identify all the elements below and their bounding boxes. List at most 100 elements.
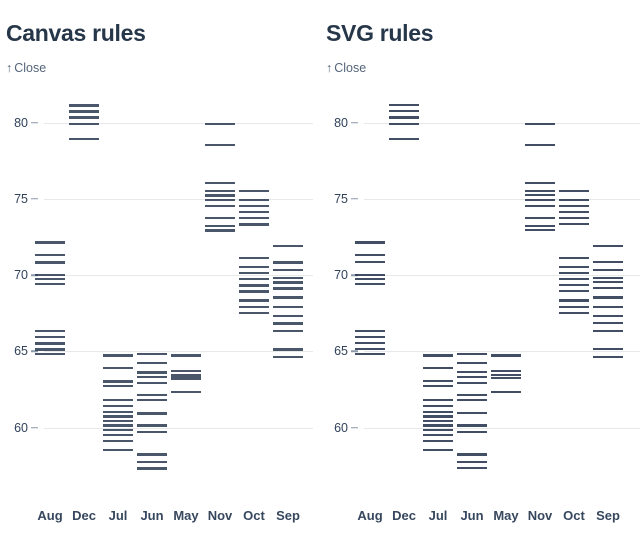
data-rule bbox=[137, 352, 167, 356]
data-rule bbox=[389, 104, 419, 107]
data-rule bbox=[525, 194, 555, 197]
data-rule bbox=[69, 110, 99, 113]
data-rule bbox=[559, 210, 589, 214]
x-axis-tick-label-may: May bbox=[493, 508, 519, 523]
data-rule bbox=[273, 329, 303, 333]
page-title-svg: SVG rules bbox=[326, 20, 434, 46]
data-rule bbox=[389, 116, 419, 119]
data-rule bbox=[137, 393, 167, 397]
data-rule bbox=[137, 430, 167, 433]
data-rule bbox=[593, 305, 623, 308]
gridline bbox=[44, 428, 313, 429]
panel-canvas-rules: Canvas rules ↑ Close 60 65 70 75 80 Aug Dec Jul J… bbox=[6, 20, 313, 523]
data-rule bbox=[355, 278, 385, 281]
data-rule bbox=[35, 342, 65, 345]
data-rule bbox=[137, 467, 167, 470]
y-axis-tick-label: 65 bbox=[334, 344, 348, 359]
data-rule bbox=[525, 181, 555, 185]
data-rule bbox=[35, 336, 65, 339]
data-rule bbox=[355, 329, 385, 333]
data-rule bbox=[389, 110, 419, 113]
x-axis-tick-label-dec: Dec bbox=[392, 508, 416, 523]
y-axis-tick-label: 70 bbox=[14, 268, 28, 283]
data-rule bbox=[205, 229, 235, 232]
data-rule bbox=[559, 271, 589, 275]
data-rule bbox=[525, 204, 555, 208]
gridline bbox=[44, 275, 313, 276]
data-rule bbox=[423, 380, 453, 383]
data-rule bbox=[355, 273, 385, 276]
data-rule bbox=[35, 241, 65, 244]
data-rule bbox=[525, 229, 555, 232]
data-rule bbox=[273, 281, 303, 284]
data-rule bbox=[239, 278, 269, 281]
data-rule bbox=[273, 276, 303, 279]
data-rule bbox=[103, 410, 133, 414]
x-axis-tick-label-sep: Sep bbox=[596, 508, 620, 523]
x-axis-tick-label-oct: Oct bbox=[243, 508, 265, 523]
data-rule bbox=[239, 223, 269, 226]
data-rule bbox=[559, 217, 589, 220]
data-rule bbox=[103, 433, 133, 437]
x-axis-tick-label-jul: Jul bbox=[108, 508, 128, 523]
data-rule bbox=[35, 253, 65, 257]
data-rule bbox=[423, 439, 453, 442]
data-rule bbox=[171, 369, 201, 372]
gridline bbox=[364, 275, 640, 276]
data-rule bbox=[355, 348, 385, 351]
data-rule bbox=[69, 116, 99, 119]
data-rule bbox=[137, 381, 167, 385]
data-rule bbox=[239, 204, 269, 208]
data-rule bbox=[355, 253, 385, 256]
data-rule bbox=[205, 194, 235, 197]
gridline bbox=[364, 351, 640, 352]
data-rule bbox=[457, 412, 487, 415]
data-rule bbox=[103, 380, 133, 383]
data-rule bbox=[239, 256, 269, 260]
data-rule bbox=[103, 366, 133, 369]
data-rule bbox=[559, 189, 589, 192]
data-rule bbox=[423, 410, 453, 413]
data-rule bbox=[491, 369, 521, 372]
y-axis-tick-mark bbox=[351, 426, 358, 429]
x-axis-tick-label-aug: Aug bbox=[37, 508, 63, 523]
y-axis-tick-mark bbox=[351, 350, 358, 353]
data-rule bbox=[593, 329, 623, 333]
data-rule bbox=[69, 137, 99, 141]
data-rule bbox=[491, 374, 521, 377]
data-rule bbox=[593, 281, 623, 284]
data-rule bbox=[137, 375, 167, 379]
data-rule bbox=[559, 290, 589, 293]
data-rule bbox=[239, 311, 269, 315]
data-rule bbox=[171, 354, 201, 357]
up-arrow-icon: ↑ bbox=[326, 61, 333, 75]
data-rule bbox=[273, 314, 303, 318]
data-rule bbox=[593, 355, 623, 359]
data-rule bbox=[239, 265, 269, 269]
data-rule bbox=[103, 354, 133, 357]
y-axis-tick-label: 65 bbox=[14, 344, 28, 359]
data-rule bbox=[559, 198, 589, 201]
data-rule bbox=[389, 122, 419, 125]
up-arrow-icon: ↑ bbox=[6, 61, 13, 75]
data-rule bbox=[35, 329, 65, 333]
data-rule bbox=[593, 244, 623, 247]
data-rule bbox=[35, 278, 65, 281]
gridline bbox=[44, 123, 313, 124]
page-title-canvas: Canvas rules bbox=[6, 20, 146, 46]
y-axis-tick-label: 80 bbox=[14, 115, 28, 130]
y-axis-tick-label: 60 bbox=[14, 420, 28, 435]
data-rule bbox=[171, 377, 201, 380]
data-rule bbox=[525, 224, 555, 227]
data-rule bbox=[559, 299, 589, 302]
data-rule bbox=[103, 429, 133, 432]
gridline bbox=[44, 199, 313, 200]
data-rule bbox=[273, 268, 303, 272]
data-rule bbox=[423, 429, 453, 432]
data-rule bbox=[171, 374, 201, 377]
y-axis-tick-mark bbox=[351, 198, 358, 200]
data-rule bbox=[103, 398, 133, 401]
y-axis-tick-label: 80 bbox=[334, 115, 348, 130]
data-rule bbox=[491, 354, 521, 357]
y-axis-tick-mark bbox=[31, 274, 38, 276]
